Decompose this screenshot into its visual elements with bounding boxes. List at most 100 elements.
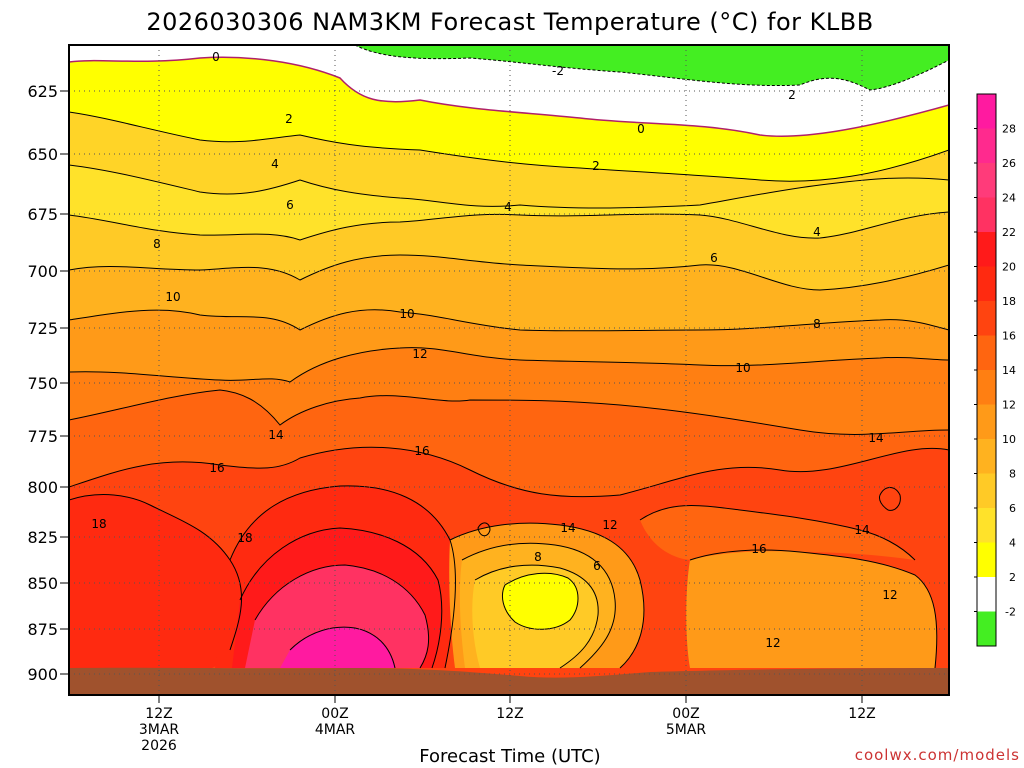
colorbar-label: 18	[1002, 295, 1016, 308]
contour-0	[69, 56, 949, 137]
contour-lines	[69, 111, 949, 669]
x-tick-label: 12Z	[145, 706, 172, 722]
contour-label: 0	[637, 122, 645, 136]
band-neg2	[355, 45, 949, 90]
contour-label: 6	[710, 251, 718, 265]
y-tick-label: 775	[27, 427, 58, 446]
right-pocket-12	[686, 550, 937, 668]
contour-label: 4	[271, 157, 279, 171]
colorbar: 28 26 24 22 20 18 16 14 12 10 8 6 4 2 -2	[974, 93, 1016, 647]
x-tick-label: 4MAR	[315, 722, 356, 738]
contour-label: 6	[593, 559, 601, 573]
contour-label: 8	[813, 317, 821, 331]
y-tick-label: 875	[27, 620, 58, 639]
y-tick-label: 825	[27, 528, 58, 547]
colorbar-swatch	[977, 508, 996, 543]
contour-label: 12	[882, 588, 897, 602]
colorbar-label: 10	[1002, 433, 1016, 446]
colorbar-swatch	[977, 197, 996, 233]
x-tick-label: 3MAR	[139, 722, 180, 738]
grid	[69, 45, 949, 695]
colorbar-swatch	[977, 266, 996, 302]
contour-label: 18	[91, 517, 106, 531]
contour-label: 14	[868, 431, 883, 445]
y-tick-label: 625	[27, 82, 58, 101]
cool-pocket-4	[502, 573, 578, 630]
y-tick-label: 750	[27, 374, 58, 393]
colorbar-label: 2	[1009, 571, 1016, 584]
contour-label: 2	[788, 88, 796, 102]
colorbar-label: 24	[1002, 192, 1016, 205]
contour-label: 4	[813, 225, 821, 239]
contour-label: 16	[751, 542, 766, 556]
contour-label: 6	[286, 198, 294, 212]
colorbar-label: 14	[1002, 364, 1016, 377]
temperature-field: 0 -2 0 2 2 4 4 2 6 4 8 6 10 10 8 12 10 14 14 16 16 18 18 14 12 8 6…	[69, 45, 949, 695]
contour-label: 8	[153, 237, 161, 251]
colorbar-swatch	[977, 335, 996, 371]
colorbar-label: -2	[1005, 606, 1016, 619]
colorbar-swatch	[977, 94, 996, 129]
colorbar-label: 16	[1002, 330, 1016, 343]
colorbar-label: 28	[1002, 123, 1016, 136]
colorbar-swatch	[977, 473, 996, 509]
x-tick-label: 12Z	[848, 706, 875, 722]
colorbar-label: 4	[1009, 537, 1016, 550]
x-tick-label: 00Z	[321, 706, 348, 722]
contour-label: 14	[560, 521, 575, 535]
y-tick-label: 900	[27, 665, 58, 684]
colorbar-swatch	[977, 577, 996, 612]
contour-label: 12	[765, 636, 780, 650]
y-tick-label: 800	[27, 478, 58, 497]
contour-label: 16	[414, 444, 429, 458]
plot-frame	[68, 44, 950, 696]
colorbar-swatch	[977, 128, 996, 164]
ground	[69, 667, 949, 695]
warm-blob-26	[280, 627, 395, 668]
contour-label: 2	[592, 159, 600, 173]
x-tick-label: 00Z	[672, 706, 699, 722]
colorbar-label: 26	[1002, 157, 1016, 170]
colorbar-label: 22	[1002, 226, 1016, 239]
contour-label: -2	[552, 64, 564, 78]
colorbar-swatch	[977, 404, 996, 440]
contour-label: 12	[412, 347, 427, 361]
colorbar-swatch	[977, 301, 996, 336]
contour-label: 14	[854, 523, 869, 537]
warm-blob-18a	[69, 494, 242, 672]
y-axis: 625 650 675 700 725 750 775 800 825 850 875 900	[27, 82, 69, 684]
y-tick-label: 675	[27, 205, 58, 224]
chart-title: 2026030306 NAM3KM Forecast Temperature (…	[146, 8, 873, 36]
colorbar-label: 6	[1009, 502, 1016, 515]
x-axis-label: Forecast Time (UTC)	[419, 746, 600, 767]
contour-label: 8	[534, 550, 542, 564]
contour-neg2	[354, 45, 949, 91]
y-tick-label: 725	[27, 319, 58, 338]
colorbar-swatch	[977, 439, 996, 474]
y-tick-label: 700	[27, 262, 58, 281]
x-tick-label: 2026	[141, 738, 177, 754]
contour-label: 2	[285, 112, 293, 126]
contour-label: 0	[212, 50, 220, 64]
right-pocket-16	[640, 505, 915, 560]
contour-label: 14	[268, 428, 283, 442]
y-tick-label: 650	[27, 145, 58, 164]
colorbar-swatch	[977, 163, 996, 198]
colorbar-swatch	[977, 542, 996, 578]
colorbar-label: 8	[1009, 468, 1016, 481]
colorbar-swatch	[977, 611, 996, 647]
colorbar-label: 20	[1002, 261, 1016, 274]
colorbar-swatch	[977, 370, 996, 405]
x-tick-label: 12Z	[496, 706, 523, 722]
contour-label: 10	[165, 290, 180, 304]
colorbar-label: 12	[1002, 399, 1016, 412]
contour-label: 12	[602, 518, 617, 532]
contour-label: 4	[504, 200, 512, 214]
contour-labels: 0 -2 0 2 2 4 4 2 6 4 8 6 10 10 8 12 10 14 14 16 16 18 18 14 12 8 6…	[91, 50, 897, 650]
credit-text: coolwx.com/models	[855, 746, 1020, 764]
contour-label: 10	[399, 307, 414, 321]
colorbar-swatch	[977, 232, 996, 267]
y-tick-label: 850	[27, 574, 58, 593]
